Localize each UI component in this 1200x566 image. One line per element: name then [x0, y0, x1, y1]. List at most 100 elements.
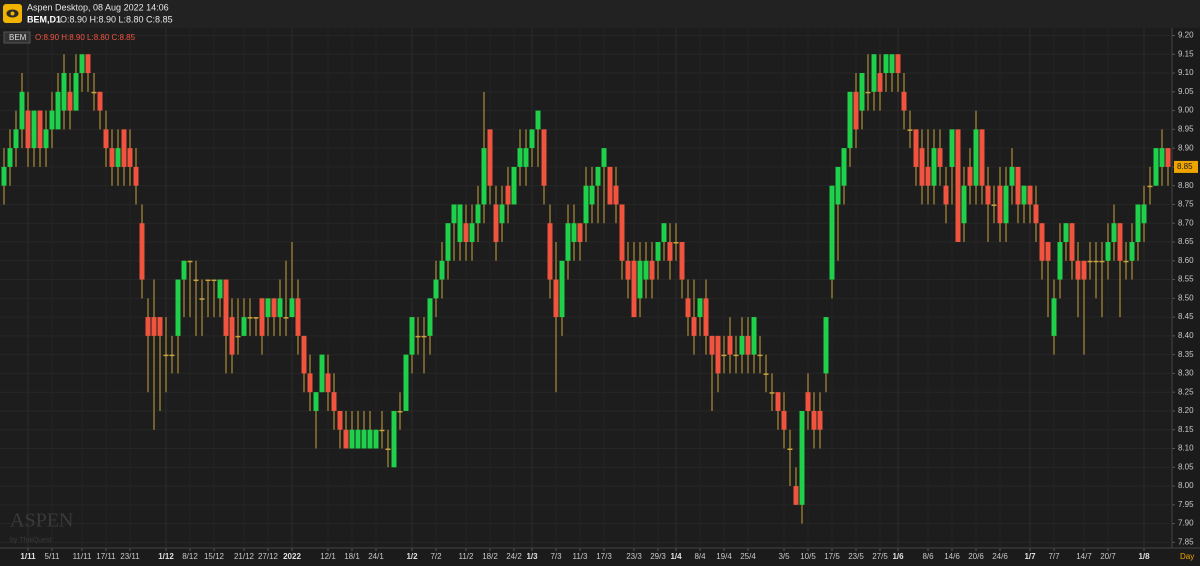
candle-body: [409, 317, 415, 355]
x-tick-label: 7/3: [550, 552, 562, 561]
x-tick-label: 14/6: [944, 552, 960, 561]
y-tick-label: 8.15: [1178, 425, 1194, 434]
candle-body: [103, 129, 109, 149]
y-tick-label: 8.65: [1178, 237, 1194, 246]
candle-body: [85, 54, 91, 74]
candle-body: [445, 223, 451, 261]
candle-body: [913, 129, 919, 167]
candle-body: [787, 448, 793, 451]
candle-body: [127, 148, 133, 167]
candle-body: [859, 73, 865, 111]
y-tick-label: 8.80: [1178, 181, 1194, 190]
candle-body: [601, 148, 607, 167]
x-tick-label: 29/3: [650, 552, 666, 561]
candle-body: [811, 410, 817, 430]
candle-body: [577, 223, 583, 243]
last-price-label: 8.85: [1177, 162, 1193, 171]
candle-body: [931, 148, 937, 186]
x-tick-label: 1/6: [892, 552, 904, 561]
candle-body: [847, 91, 853, 149]
candle-body: [1123, 260, 1129, 263]
candle-body: [205, 279, 211, 282]
title-bar: [0, 0, 1200, 28]
candle-body: [61, 73, 67, 111]
y-tick-label: 8.25: [1178, 387, 1194, 396]
header-ohlc: O:8.90 H:8.90 L:8.80 C:8.85: [60, 14, 173, 24]
candle-body: [523, 148, 529, 167]
x-tick-label: 3/5: [778, 552, 790, 561]
candle-body: [481, 148, 487, 205]
candle-body: [49, 110, 55, 130]
candle-body: [631, 260, 637, 318]
x-tick-label: 8/6: [922, 552, 934, 561]
candle-body: [571, 223, 577, 243]
x-tick-label: 27/5: [872, 552, 888, 561]
x-tick-label: 2022: [283, 552, 301, 561]
candle-body: [193, 279, 199, 282]
candle-body: [295, 298, 301, 336]
candle-body: [553, 279, 559, 318]
x-tick-label: 7/2: [430, 552, 442, 561]
x-tick-label: 1/3: [526, 552, 538, 561]
candle-body: [463, 223, 469, 243]
candle-body: [1147, 185, 1153, 188]
candle-body: [31, 110, 37, 149]
x-tick-label: 17/3: [596, 552, 612, 561]
candle-body: [697, 298, 703, 318]
candle-body: [271, 298, 277, 318]
candle-body: [511, 166, 517, 205]
candle-body: [685, 298, 691, 318]
x-tick-label: 21/12: [234, 552, 255, 561]
y-tick-label: 8.50: [1178, 293, 1194, 302]
candle-body: [373, 429, 379, 449]
candle-body: [73, 73, 79, 111]
candle-body: [337, 410, 343, 430]
watermark-brand: ASPEN: [10, 510, 73, 532]
y-tick-label: 8.40: [1178, 331, 1194, 340]
candle-body: [355, 429, 361, 449]
candle-body: [1057, 242, 1063, 280]
candle-body: [43, 129, 49, 149]
candle-body: [1003, 185, 1009, 224]
candle-body: [889, 54, 895, 74]
y-tick-label: 7.90: [1178, 519, 1194, 528]
candle-body: [751, 317, 757, 355]
candle-body: [499, 204, 505, 224]
candle-body: [457, 204, 463, 243]
candle-body: [181, 260, 187, 280]
x-tick-label: 14/7: [1076, 552, 1092, 561]
candle-body: [637, 260, 643, 299]
candle-body: [259, 298, 265, 336]
candle-body: [877, 73, 883, 92]
candle-body: [649, 260, 655, 280]
axes: 9.20 9.15 9.10 9.05 9.00 8.95 8.90 8.85 8.80 8.75…: [20, 31, 1198, 561]
y-tick-label: 8.60: [1178, 256, 1194, 265]
candle-body: [835, 166, 841, 205]
candle-body: [733, 354, 739, 357]
candle-body: [793, 486, 799, 505]
candle-body: [1063, 223, 1069, 243]
candle-body: [277, 298, 283, 318]
candle-body: [679, 242, 685, 280]
candle-body: [439, 260, 445, 280]
candle-body: [583, 185, 589, 224]
y-tick-label: 9.20: [1178, 31, 1194, 40]
candle-body: [643, 260, 649, 280]
candle-body: [1075, 260, 1081, 280]
candle-body: [1033, 204, 1039, 224]
candle-body: [7, 148, 13, 167]
candle-body: [1105, 242, 1111, 261]
candle-body: [307, 373, 313, 393]
candle-body: [349, 429, 355, 449]
candle-body: [919, 148, 925, 186]
period-label: Day: [1180, 552, 1194, 561]
candle-body: [91, 91, 97, 94]
candle-body: [1165, 148, 1171, 167]
candle-body: [121, 129, 127, 167]
candle-body: [109, 148, 115, 167]
candle-body: [199, 298, 205, 300]
candle-body: [1021, 185, 1027, 205]
candle-body: [667, 242, 673, 261]
candle-body: [775, 392, 781, 411]
candles: [1, 54, 1171, 524]
